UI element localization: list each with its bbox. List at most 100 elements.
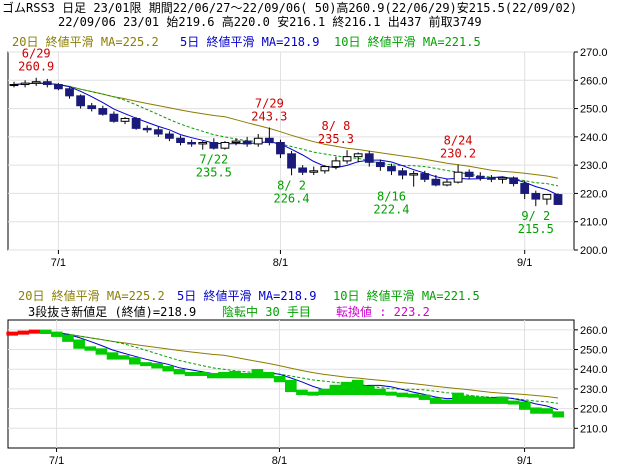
upper-y-tick-label: 260.0 — [580, 75, 608, 87]
annotation-date: 8/ 8 — [322, 119, 351, 133]
new-value-block-down — [418, 394, 431, 400]
candle-body — [131, 117, 141, 129]
upper-y-tick-label: 270.0 — [580, 47, 608, 59]
lower-y-tick-label: 240.0 — [580, 364, 608, 376]
lower-y-tick-label: 260.0 — [580, 325, 608, 337]
candle-body — [42, 81, 52, 86]
new-value-block-down — [340, 381, 353, 396]
new-value-block-down — [385, 391, 397, 396]
new-value-block-down — [240, 372, 253, 379]
lower-x-tick-label: 7/1 — [49, 455, 64, 467]
new-value-block-down — [507, 400, 520, 405]
candle-body — [276, 142, 285, 155]
lower-y-tick-label: 220.0 — [580, 404, 608, 416]
new-value-block-down — [151, 363, 163, 369]
new-value-block-down — [106, 352, 119, 360]
annotation-date: 8/ 2 — [277, 178, 306, 192]
new-value-block-down — [329, 384, 342, 396]
candle-body — [142, 127, 152, 131]
candle-body — [209, 142, 219, 149]
upper-x-ticks: 7/1 8/1 9/1 — [51, 250, 532, 269]
new-value-block-down — [184, 371, 197, 376]
candle-body — [264, 137, 274, 144]
new-value-block-down — [229, 371, 241, 379]
candle-body — [342, 156, 352, 162]
lower-y-ticks: 260.0 250.0 240.0 230.0 220.0 210.0 — [574, 325, 608, 435]
new-value-block-down — [541, 408, 553, 414]
candle-body — [375, 161, 385, 168]
annotation-value: 235.3 — [318, 132, 354, 146]
annotation-value: 215.5 — [518, 222, 554, 236]
candle-body — [398, 170, 407, 176]
legend-ma10: 10日 終値平滑 MA=221.5 — [334, 34, 481, 49]
upper-x-tick-label: 8/1 — [273, 257, 288, 269]
new-value-block-down — [129, 357, 141, 365]
candle-body — [153, 129, 163, 135]
candle-body — [331, 160, 341, 168]
candle-body — [242, 140, 252, 145]
upper-candles — [9, 77, 563, 207]
candle-body — [187, 142, 197, 145]
new-value-block-down — [117, 355, 130, 360]
new-value-block-down — [307, 391, 319, 396]
annotation-date: 8/16 — [377, 190, 406, 204]
new-value-block-down — [441, 399, 453, 404]
ma5-line — [13, 82, 559, 196]
candle-body — [387, 166, 396, 172]
candle-body — [409, 173, 419, 176]
new-value-block-down — [39, 329, 52, 334]
annotation-date: 7/22 — [199, 153, 228, 167]
upper-x-tick-label: 9/1 — [517, 257, 532, 269]
annotation-date: 7/29 — [255, 97, 284, 111]
new-value-block-down — [552, 411, 565, 418]
new-value-block-down — [318, 388, 331, 396]
candle-body — [87, 105, 97, 110]
new-value-block-down — [429, 397, 442, 404]
candle-body — [453, 171, 463, 183]
candle-body — [509, 177, 518, 185]
lower-legend-ma10: 10日 終値平滑 MA=221.5 — [333, 288, 480, 303]
new-value-block-up — [6, 331, 19, 336]
candle-body — [20, 82, 30, 86]
new-value-block-down — [296, 389, 308, 396]
lower-ma10-line — [11, 331, 559, 404]
lower-plot-frame — [7, 319, 575, 449]
candle-body — [198, 142, 208, 145]
new-value-block-up — [28, 329, 41, 334]
new-value-block-down — [396, 392, 409, 397]
new-value-block-down — [474, 396, 487, 404]
new-value-block-down — [407, 393, 420, 398]
new-value-block-down — [485, 397, 498, 404]
candle-body — [54, 84, 63, 90]
lower-info-reversal: 転換値 : 223.2 — [336, 304, 430, 319]
new-value-block-down — [73, 339, 85, 349]
legend-ma20: 20日 終値平滑 MA=225.2 — [12, 34, 159, 49]
candle-body — [309, 170, 319, 173]
new-value-block-down — [351, 379, 364, 396]
legend-ma5: 5日 終値平滑 MA=218.9 — [180, 34, 319, 49]
new-value-block-down — [162, 366, 175, 372]
candle-body — [76, 95, 85, 107]
ma20-line — [13, 82, 559, 179]
candle-body — [253, 137, 263, 145]
candle-body — [498, 177, 507, 180]
annotation-date: 9/ 2 — [521, 209, 550, 223]
candle-body — [442, 181, 452, 186]
lower-legend-ma5: 5日 終値平滑 MA=218.9 — [177, 288, 316, 303]
new-value-block-down — [251, 369, 264, 379]
lower-y-tick-label: 250.0 — [580, 345, 608, 357]
candle-body — [9, 84, 19, 87]
candle-body — [231, 140, 241, 144]
candle-body — [364, 153, 374, 163]
lower-x-ticks: 7/1 8/1 9/1 — [49, 448, 532, 467]
header-line1: ゴムRSS3 日足 23/01限 期間22/06/27～22/09/06( 50… — [2, 0, 577, 15]
lower-info-label: 3段抜き新値足 (終値)=218.9 — [28, 304, 196, 319]
upper-y-tick-label: 220.0 — [580, 188, 608, 200]
candle-body — [320, 166, 330, 172]
annotation-date: 8/24 — [444, 134, 473, 148]
candle-body — [353, 153, 363, 158]
new-value-block-up — [17, 330, 30, 335]
candle-body — [298, 167, 308, 173]
upper-y-tick-label: 240.0 — [580, 132, 608, 144]
